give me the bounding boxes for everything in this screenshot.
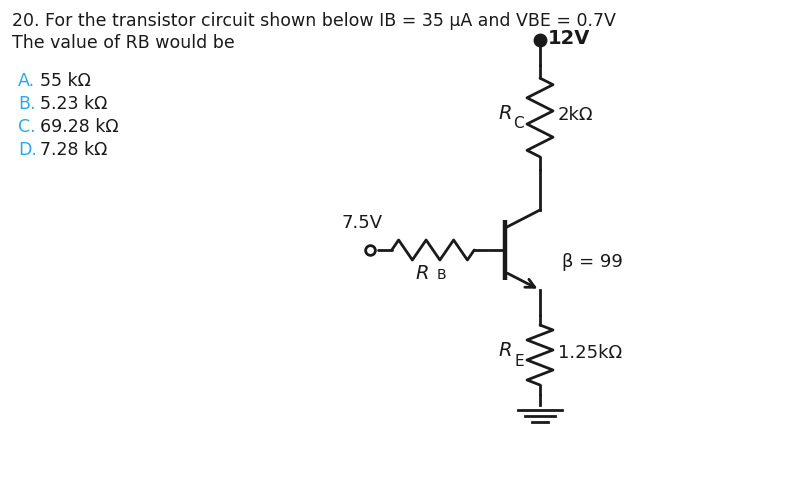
Text: β = 99: β = 99 (562, 253, 623, 271)
Text: 2kΩ: 2kΩ (558, 106, 593, 124)
Text: R: R (498, 342, 512, 360)
Text: 69.28 kΩ: 69.28 kΩ (40, 118, 118, 136)
Text: D.: D. (18, 141, 37, 159)
Text: C: C (513, 116, 524, 131)
Text: A.: A. (18, 72, 35, 90)
Text: 5.23 kΩ: 5.23 kΩ (40, 95, 107, 113)
Text: 55 kΩ: 55 kΩ (40, 72, 91, 90)
Text: E: E (514, 354, 524, 368)
Text: R: R (416, 264, 429, 283)
Text: 12V: 12V (548, 28, 590, 48)
Text: C.: C. (18, 118, 35, 136)
Text: 7.28 kΩ: 7.28 kΩ (40, 141, 107, 159)
Text: 20. For the transistor circuit shown below IB = 35 μA and VBE = 0.7V: 20. For the transistor circuit shown bel… (12, 12, 616, 30)
Text: B: B (437, 268, 447, 282)
Text: 7.5V: 7.5V (342, 214, 383, 232)
Text: The value of RB would be: The value of RB would be (12, 34, 235, 52)
Text: B.: B. (18, 95, 35, 113)
Text: R: R (498, 104, 512, 123)
Text: 1.25kΩ: 1.25kΩ (558, 344, 622, 362)
